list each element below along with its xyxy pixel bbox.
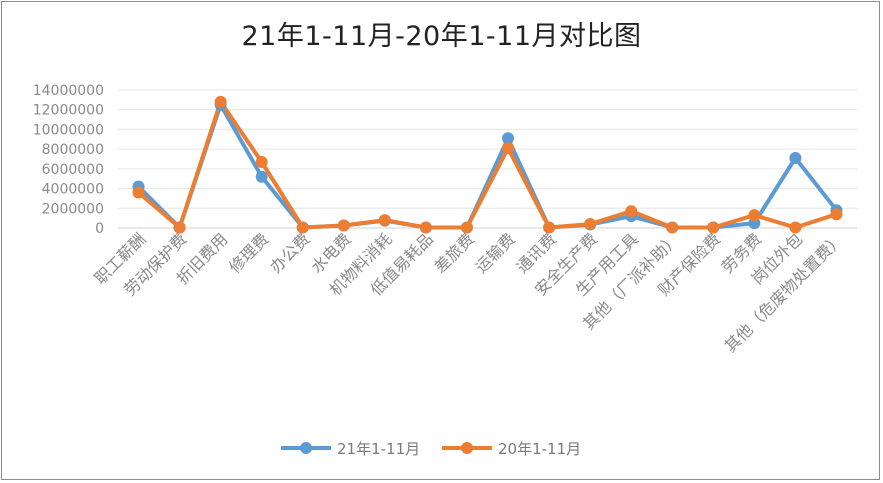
data-point-series-2 (502, 142, 515, 155)
y-tick-label: 2000000 (42, 201, 104, 217)
legend: 21年1-11月 20年1-11月 (281, 440, 581, 458)
data-point-series-2 (625, 205, 638, 218)
data-point-series-2 (830, 208, 843, 221)
legend-item: 20年1-11月 (442, 440, 581, 458)
legend-label: 20年1-11月 (498, 440, 581, 458)
data-point-series-2 (789, 221, 802, 234)
chart-title: 21年1-11月-20年1-11月对比图 (241, 21, 642, 52)
x-axis-labels: 职工薪酬劳动保护费折旧费用修理费办公费水电费机物料消耗低值易耗品差旅费运输费通讯… (91, 229, 848, 356)
x-category-label: 修理费 (225, 229, 272, 276)
y-tick-label: 4000000 (42, 182, 104, 198)
data-point-series-2 (460, 221, 473, 234)
data-point-series-2 (707, 221, 720, 234)
data-point-series-1 (789, 152, 802, 165)
y-tick-label: 14000000 (33, 83, 104, 99)
y-tick-label: 0 (95, 221, 104, 237)
data-point-series-2 (255, 155, 268, 168)
y-axis-ticks: 0 2000000 4000000 6000000 8000000 10000000 120… (33, 83, 104, 237)
series-points (132, 95, 843, 234)
y-tick-label: 10000000 (33, 122, 104, 138)
data-point-series-2 (543, 221, 556, 234)
x-category-label: 运输费 (471, 229, 518, 276)
legend-marker (461, 442, 473, 454)
data-point-series-2 (132, 186, 145, 199)
data-point-series-2 (337, 219, 350, 232)
data-point-series-2 (584, 218, 597, 231)
series-line-1 (136, 102, 839, 230)
y-tick-label: 6000000 (42, 162, 104, 178)
data-point-series-2 (296, 221, 309, 234)
x-category-label: 差旅费 (430, 229, 477, 276)
data-point-series-1 (255, 170, 268, 183)
series-lines (136, 99, 839, 230)
y-tick-label: 8000000 (42, 142, 104, 158)
data-point-series-2 (748, 209, 761, 222)
data-point-series-2 (419, 221, 432, 234)
y-tick-label: 12000000 (33, 103, 104, 119)
data-point-series-2 (214, 95, 227, 108)
legend-marker (300, 442, 312, 454)
data-point-series-2 (378, 214, 391, 227)
legend-label: 21年1-11月 (337, 440, 420, 458)
x-category-label: 办公费 (266, 229, 313, 276)
data-point-series-2 (173, 221, 186, 234)
data-point-series-1 (502, 132, 515, 145)
legend-item: 21年1-11月 (281, 440, 420, 458)
series-line-2 (136, 99, 839, 230)
data-point-series-2 (666, 221, 679, 234)
